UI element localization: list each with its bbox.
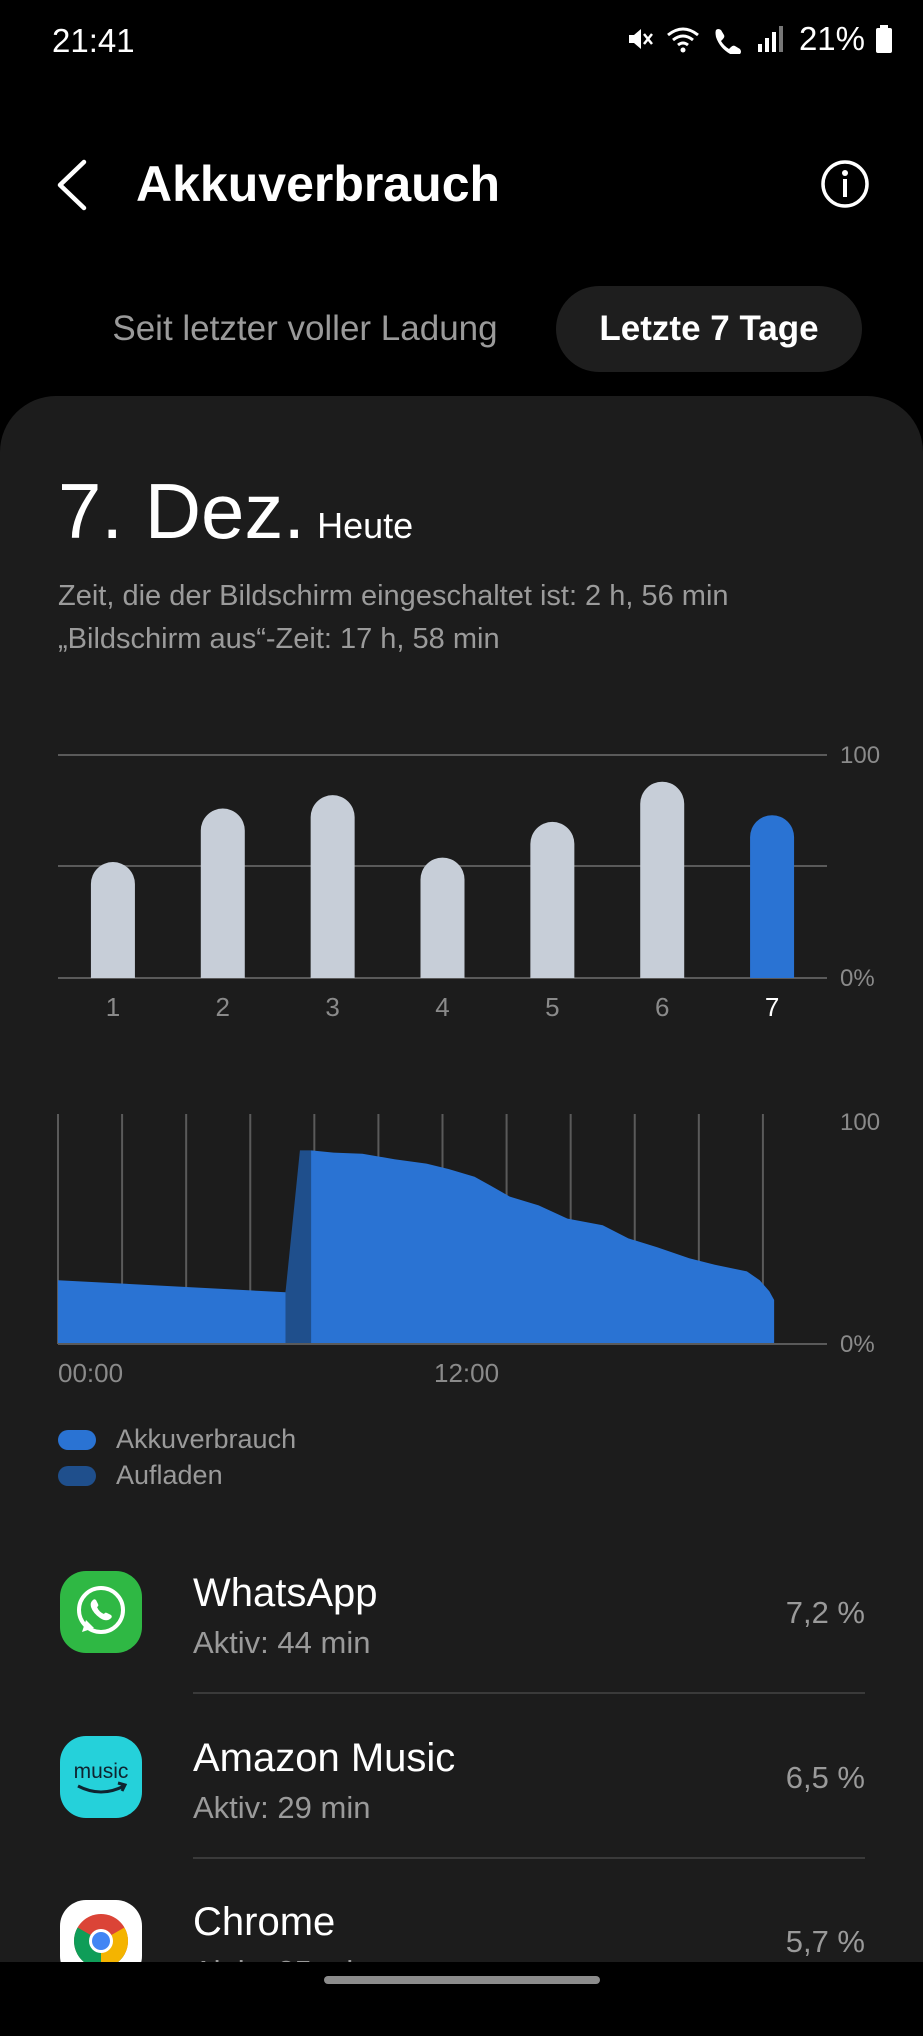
status-time: 21:41	[52, 22, 135, 59]
battery-percent: 21%	[798, 20, 865, 57]
date-heading: 7. Dez. Heute	[58, 466, 413, 557]
app-usage-percent: 5,7 %	[785, 1924, 865, 1959]
day-label-4: 4	[435, 992, 449, 1022]
bar-day-5[interactable]	[530, 821, 575, 978]
list-divider	[193, 1692, 865, 1694]
list-divider	[193, 1857, 865, 1859]
legend-label-charging: Aufladen	[116, 1460, 223, 1490]
bar-day-6[interactable]	[640, 781, 685, 978]
area-y-tick-0: 0%	[840, 1331, 875, 1358]
screen-on-time: Zeit, die der Bildschirm eingeschaltet i…	[58, 580, 729, 612]
weekly-bar-chart[interactable]: 100 0% 1 2 3 4 5 6 7	[0, 720, 923, 1040]
legend-item-charging: Aufladen	[58, 1460, 223, 1491]
day-label-7: 7	[765, 992, 779, 1022]
day-label-5: 5	[545, 992, 559, 1022]
whatsapp-icon	[60, 1571, 142, 1653]
x-tick-1200: 12:00	[434, 1358, 500, 1388]
app-active-time: Aktiv: 44 min	[193, 1625, 371, 1660]
day-label-6: 6	[655, 992, 669, 1022]
app-usage-percent: 7,2 %	[785, 1595, 865, 1630]
app-row-whatsapp[interactable]: WhatsApp Aktiv: 44 min 7,2 %	[0, 1543, 923, 1707]
app-row-amazon-music[interactable]: music Amazon Music Aktiv: 29 min 6,5 %	[0, 1708, 923, 1872]
app-active-time: Aktiv: 29 min	[193, 1790, 371, 1825]
y-tick-0: 0%	[840, 965, 875, 992]
bar-day-2[interactable]	[200, 808, 245, 978]
amazon-music-icon-text: music	[74, 1760, 129, 1783]
bar-day-4[interactable]	[420, 857, 465, 978]
bar-day-3[interactable]	[310, 795, 355, 978]
signal-icon	[757, 26, 783, 52]
wifi-icon	[667, 27, 699, 53]
mute-icon	[628, 29, 653, 49]
status-icons: 21%	[625, 20, 893, 58]
info-icon[interactable]	[818, 157, 872, 211]
day-label: Heute	[317, 505, 414, 546]
bar-day-7[interactable]	[750, 815, 795, 978]
legend-label-usage: Akkuverbrauch	[116, 1424, 297, 1454]
battery-icon	[876, 25, 892, 53]
page-title: Akkuverbrauch	[136, 156, 501, 212]
area-series-charging	[285, 1150, 312, 1344]
daily-area-chart: 100 0%	[57, 1109, 880, 1358]
legend-swatch-charging	[58, 1465, 96, 1486]
tab-since-last-full-charge[interactable]: Seit letzter voller Ladung	[112, 309, 498, 348]
day-label-3: 3	[325, 992, 339, 1022]
selected-date: 7. Dez.	[58, 467, 306, 555]
day-label-1: 1	[106, 992, 120, 1022]
amazon-music-icon: music	[60, 1736, 142, 1818]
day-label-2: 2	[216, 992, 230, 1022]
home-indicator[interactable]	[324, 1976, 600, 1984]
x-tick-0000: 00:00	[58, 1358, 124, 1388]
app-row-chrome[interactable]: Chrome Aktiv: 25 min 5,7 %	[0, 1872, 923, 2036]
tab-last-7-days[interactable]: Letzte 7 Tage	[556, 286, 862, 372]
screen-off-time: „Bildschirm aus“-Zeit: 17 h, 58 min	[58, 623, 500, 655]
app-usage-percent: 6,5 %	[785, 1760, 865, 1795]
status-bar: 21:41 21%	[0, 0, 923, 90]
back-arrow-icon[interactable]	[52, 158, 92, 212]
legend-swatch-usage	[58, 1429, 96, 1450]
legend-item-usage: Akkuverbrauch	[58, 1424, 296, 1455]
app-name: Chrome	[193, 1900, 336, 1944]
app-name: Amazon Music	[193, 1736, 456, 1780]
wifi-calling-icon	[715, 29, 741, 54]
y-tick-100: 100	[840, 742, 880, 769]
bar-day-1[interactable]	[90, 862, 135, 978]
area-y-tick-100: 100	[840, 1109, 880, 1136]
app-name: WhatsApp	[193, 1571, 378, 1615]
area-series-usage	[58, 1150, 775, 1344]
